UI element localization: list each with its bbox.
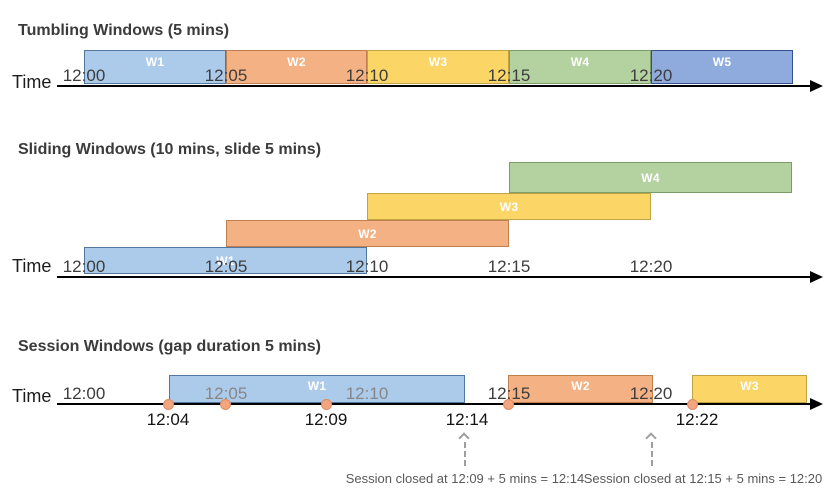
tumbling-window-w1: W1	[84, 50, 226, 84]
axis-tick-label: 12:10	[345, 257, 389, 276]
tumbling-window-w2: W2	[226, 50, 367, 84]
sliding-window-w4: W4	[509, 162, 792, 193]
axis-arrowhead-icon	[810, 398, 823, 410]
callout-arrow-stem	[464, 442, 466, 466]
tumbling-window-w3: W3	[367, 50, 509, 84]
window-label: W3	[499, 199, 519, 214]
axis-tick-label: 12:10	[345, 66, 389, 85]
tumbling-window-w4: W4	[509, 50, 651, 84]
event-time-label: 12:04	[146, 410, 190, 429]
event-dot	[219, 398, 231, 410]
tumbling-time-axis	[57, 85, 812, 87]
time-axis-label: Time	[12, 386, 52, 406]
event-time-label: 12:22	[675, 410, 719, 429]
axis-tick-label: 12:15	[487, 66, 531, 85]
axis-tick-label: 12:20	[629, 66, 673, 85]
axis-tick-label: 12:15	[487, 257, 531, 276]
session-callout-text: Session closed at 12:15 + 5 mins = 12:20	[583, 471, 823, 486]
sliding-window-w2: W2	[226, 220, 509, 247]
window-label: W2	[358, 226, 377, 241]
axis-tick-label: 12:00	[62, 66, 106, 85]
event-time-label: 12:09	[304, 410, 348, 429]
window-label: W1	[307, 379, 327, 393]
time-axis-label: Time	[12, 72, 52, 92]
sliding-window-w3: W3	[367, 193, 651, 220]
window-label: W2	[571, 379, 590, 393]
axis-tick-label: 12:20	[629, 384, 673, 403]
session-time-axis	[57, 403, 812, 405]
axis-tick-label: 12:00	[62, 384, 106, 403]
callout-arrow-stem	[651, 442, 653, 466]
axis-tick-label: 12:10	[345, 384, 389, 403]
window-label: W3	[740, 379, 759, 393]
time-axis-label: Time	[12, 256, 52, 276]
axis-tick-label: 12:15	[487, 384, 531, 403]
session-window-w1: W1	[169, 375, 465, 403]
axis-tick-label: 12:20	[629, 257, 673, 276]
tumbling-window-w5: W5	[651, 50, 793, 84]
window-label: W3	[428, 55, 448, 69]
window-label: W4	[570, 55, 590, 69]
event-dot	[320, 398, 332, 410]
window-label: W4	[641, 170, 660, 185]
axis-tick-label: 12:05	[204, 384, 248, 403]
axis-tick-label: 12:00	[62, 257, 106, 276]
axis-tick-label: 12:05	[204, 66, 248, 85]
event-dot	[686, 398, 698, 410]
event-dot	[162, 398, 174, 410]
event-dot	[502, 398, 514, 410]
sliding-window-w1: W1	[84, 247, 367, 274]
session-window-w3: W3	[692, 375, 807, 403]
session-callout-text: Session closed at 12:09 + 5 mins = 12:14	[345, 471, 585, 486]
axis-tick-label: 12:05	[204, 257, 248, 276]
tumbling-title: Tumbling Windows (5 mins)	[18, 22, 230, 40]
window-label: W5	[712, 55, 732, 69]
session-window-w2: W2	[508, 375, 653, 403]
session-title: Session Windows (gap duration 5 mins)	[18, 338, 321, 356]
event-time-label: 12:14	[445, 410, 489, 429]
sliding-title: Sliding Windows (10 mins, slide 5 mins)	[18, 141, 322, 159]
window-label: W1	[216, 253, 235, 268]
window-label: W1	[145, 55, 165, 69]
sliding-time-axis	[57, 276, 812, 278]
axis-arrowhead-icon	[810, 80, 823, 92]
axis-arrowhead-icon	[810, 271, 823, 283]
window-label: W2	[287, 55, 306, 69]
